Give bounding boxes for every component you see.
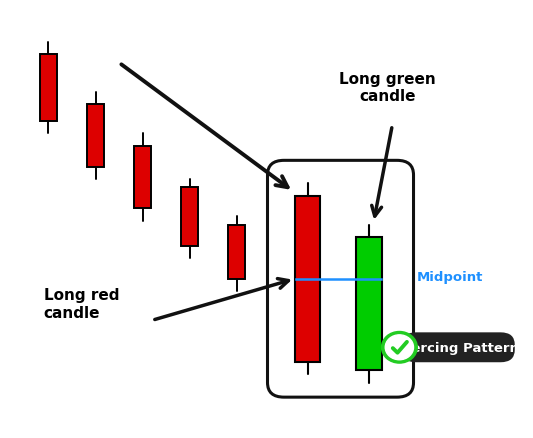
- FancyBboxPatch shape: [134, 146, 151, 208]
- Text: Long green
candle: Long green candle: [339, 72, 436, 104]
- FancyBboxPatch shape: [402, 332, 515, 362]
- Circle shape: [382, 332, 417, 363]
- FancyBboxPatch shape: [181, 188, 198, 246]
- Circle shape: [385, 335, 414, 360]
- FancyBboxPatch shape: [40, 55, 57, 122]
- FancyBboxPatch shape: [229, 225, 245, 279]
- FancyArrowPatch shape: [386, 339, 411, 356]
- FancyBboxPatch shape: [295, 196, 320, 362]
- FancyBboxPatch shape: [356, 238, 382, 370]
- Text: Piercing Pattern: Piercing Pattern: [397, 341, 519, 354]
- Text: Long red
candle: Long red candle: [44, 288, 119, 320]
- FancyBboxPatch shape: [87, 105, 104, 167]
- Text: Midpoint: Midpoint: [417, 271, 483, 283]
